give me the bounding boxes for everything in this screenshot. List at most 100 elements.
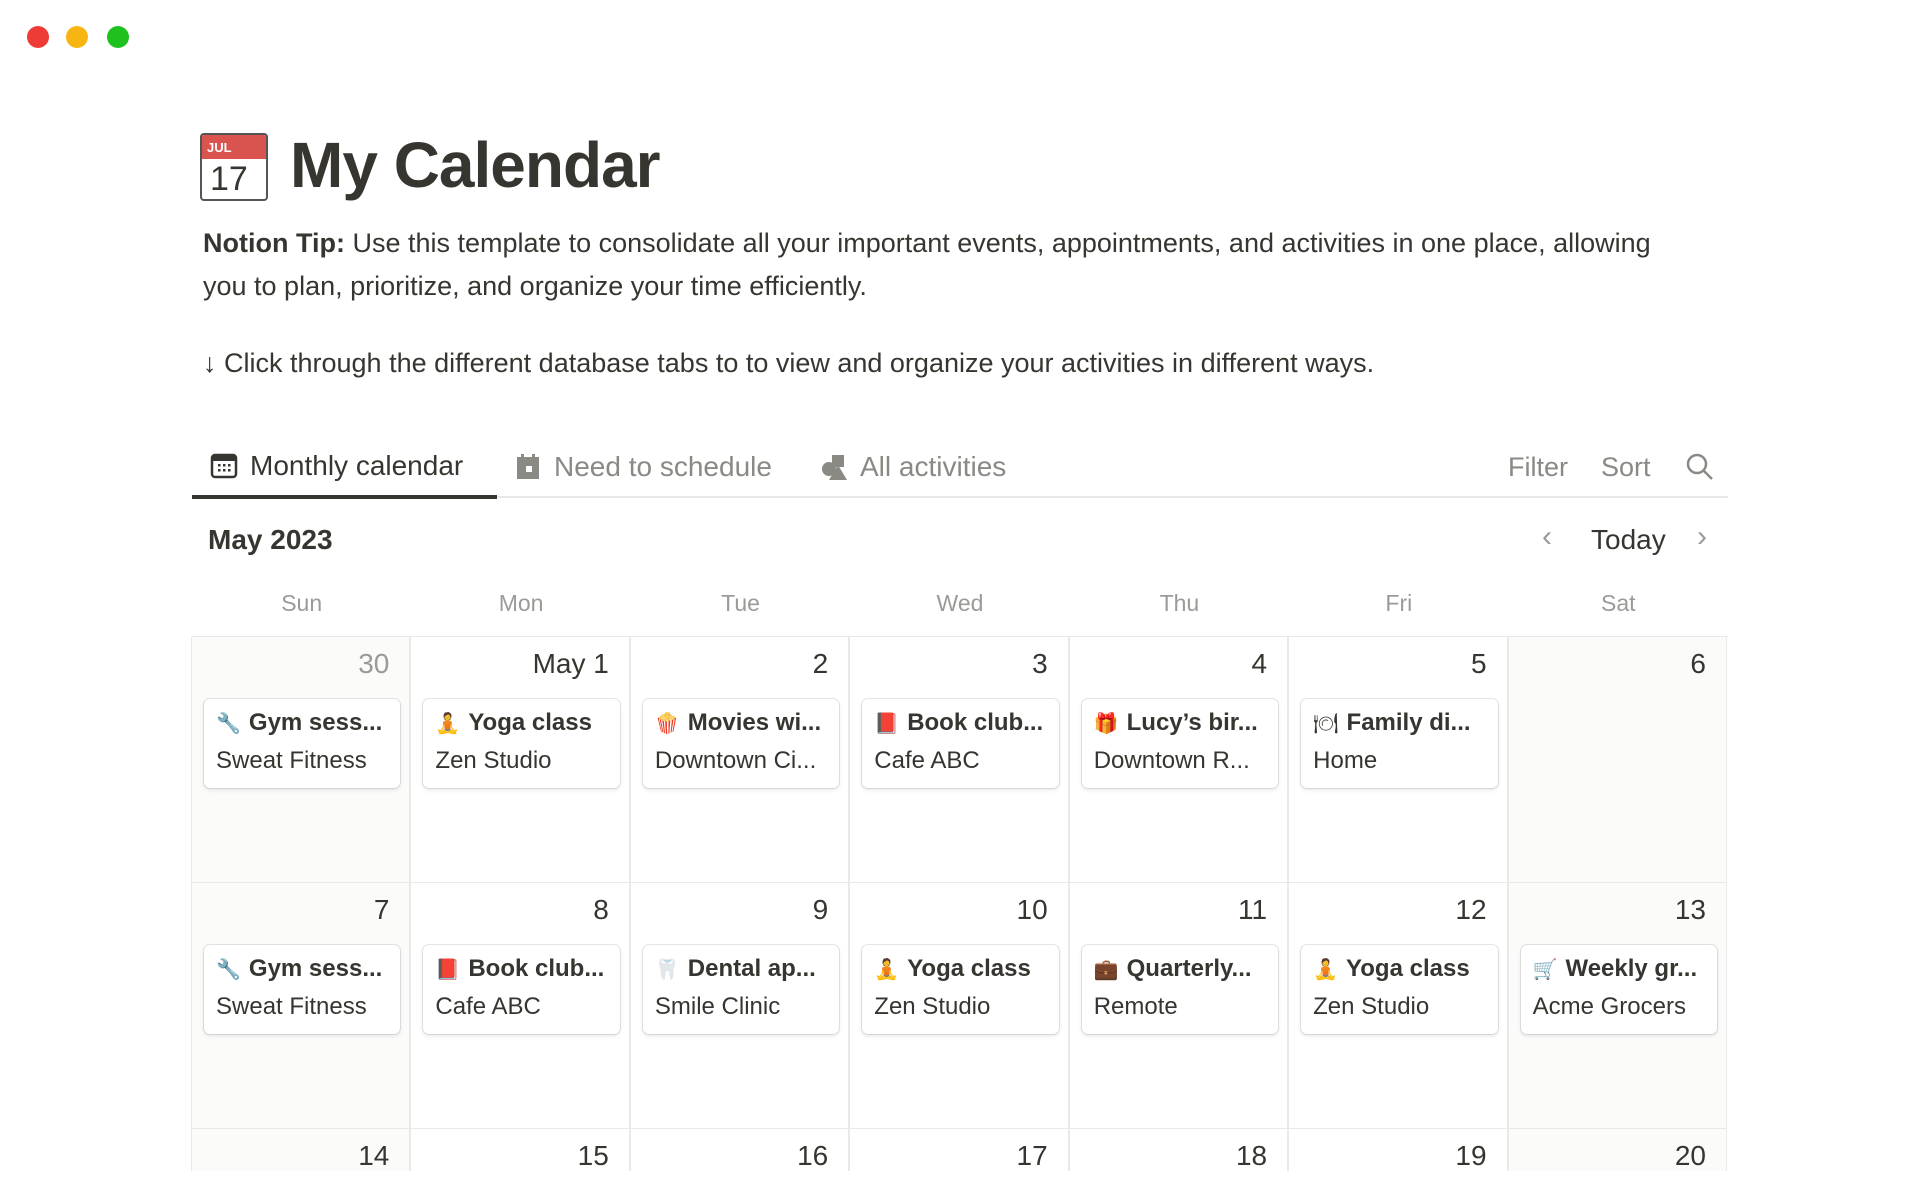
day-cell[interactable]: 30 🔧 Gym sess... Sweat Fitness [191,637,411,883]
event-card[interactable]: 🛒 Weekly gr... Acme Grocers [1520,945,1717,1034]
day-number: 10 [1016,894,1048,925]
day-number: 6 [1690,648,1706,679]
event-emoji-icon: 🍿 [654,712,680,735]
event-card[interactable]: 🧘 Yoga class Zen Studio [423,699,620,788]
calendar-page-icon [517,454,539,479]
event-card[interactable]: 🧘 Yoga class Zen Studio [1301,945,1498,1034]
tip-text: Use this template to consolidate all you… [203,228,1651,301]
icon-day: 17 [210,160,248,198]
tab-all-activities[interactable]: All activities [820,436,1006,498]
day-cell[interactable]: 7 🔧 Gym sess... Sweat Fitness [191,883,411,1129]
day-cell[interactable]: 17 [849,1129,1069,1171]
day-cell[interactable]: 18 [1068,1129,1289,1171]
event-card[interactable]: 🔧 Gym sess... Sweat Fitness [204,699,401,788]
close-window-button[interactable] [27,26,49,48]
event-card[interactable]: 📕 Book club... Cafe ABC [862,699,1059,788]
day-cell[interactable]: 11 💼 Quarterly... Remote [1068,883,1289,1129]
event-title: Weekly gr... [1565,955,1698,982]
day-cell[interactable]: May 1 🧘 Yoga class Zen Studio [410,637,630,883]
weekday-header: Wed [936,590,984,616]
event-title: Quarterly... [1126,955,1252,982]
event-location: Acme Grocers [1532,993,1686,1020]
event-location: Zen Studio [1313,993,1430,1020]
event-card[interactable]: 🎁 Lucy’s bir... Downtown R... [1081,699,1279,788]
day-cell[interactable]: 15 [410,1129,630,1171]
next-month-button[interactable]: › [1697,520,1707,554]
day-cell[interactable]: 14 [191,1129,411,1171]
event-title: Book club... [907,709,1044,736]
event-location: Cafe ABC [435,993,541,1020]
day-number: 14 [358,1140,390,1171]
event-emoji-icon: 🔧 [216,712,241,735]
day-number: 8 [593,894,609,925]
day-number: 4 [1251,648,1268,679]
event-card[interactable]: 🍿 Movies wi... Downtown Ci... [642,699,840,788]
day-cell[interactable]: 12 🧘 Yoga class Zen Studio [1288,883,1508,1129]
previous-month-button[interactable]: ‹ [1542,520,1552,554]
event-location: Home [1313,747,1378,774]
day-cell[interactable]: 5 🍽 Family di... Home [1288,637,1508,883]
day-cell[interactable]: 8 📕 Book club... Cafe ABC [410,883,630,1129]
day-cell[interactable]: 19 [1288,1129,1508,1171]
event-emoji-icon: 💼 [1093,958,1119,981]
event-emoji-icon: 🧘 [874,958,900,981]
sort-button[interactable]: Sort [1601,451,1651,482]
tip-label: Notion Tip: [203,228,345,258]
day-cell[interactable]: 2 🍿 Movies wi... Downtown Ci... [629,637,850,883]
chevron-left-icon: ‹ [1542,520,1552,553]
icon-month: JUL [202,135,266,159]
event-card[interactable]: 🔧 Gym sess... Sweat Fitness [204,945,401,1034]
day-cell[interactable]: 6 [1507,637,1727,883]
shapes-icon [822,455,847,480]
weekday-header: Sun [281,590,323,616]
day-cell[interactable]: 3 📕 Book club... Cafe ABC [849,637,1069,883]
event-title: Movies wi... [687,709,822,736]
day-number: 17 [1016,1140,1048,1171]
calendar-grid: 30 🔧 Gym sess... Sweat Fitness May 1 🧘 Yoga cl… [191,636,1728,1171]
event-emoji-icon: 📕 [874,712,900,735]
event-title: Gym sess... [248,709,383,736]
day-cell[interactable]: 13 🛒 Weekly gr... Acme Grocers [1507,883,1727,1129]
tab-need-to-schedule[interactable]: Need to schedule [514,436,772,498]
tab-label: Need to schedule [554,451,772,482]
zoom-window-button[interactable] [107,26,129,48]
weekday-header: Fri [1385,590,1413,616]
day-number: 15 [577,1140,609,1171]
event-title: Yoga class [907,955,1031,982]
day-number: 19 [1455,1140,1487,1171]
day-cell[interactable]: 9 🦷 Dental ap... Smile Clinic [629,883,850,1129]
event-location: Zen Studio [874,993,991,1020]
notion-tip: Notion Tip: Use this template to consoli… [203,222,1683,308]
day-cell[interactable]: 20 [1507,1129,1727,1171]
event-card[interactable]: 🍽 Family di... Home [1301,699,1498,788]
day-cell[interactable]: 4 🎁 Lucy’s bir... Downtown R... [1068,637,1289,883]
day-number: 16 [797,1140,829,1171]
filter-button[interactable]: Filter [1508,451,1568,482]
calendar-icon [210,453,238,478]
event-emoji-icon: 🔧 [216,958,241,981]
day-cell[interactable]: 10 🧘 Yoga class Zen Studio [849,883,1069,1129]
chevron-right-icon: › [1697,520,1707,553]
event-location: Zen Studio [435,747,552,774]
search-button[interactable] [1685,436,1715,498]
tab-label: All activities [860,451,1007,482]
weekday-header: Sat [1601,590,1636,616]
day-cell[interactable]: 16 [629,1129,850,1171]
today-button[interactable]: Today [1591,524,1666,555]
event-location: Sweat Fitness [216,747,367,774]
calendar-17-icon[interactable]: JUL 17 [200,133,268,201]
search-icon [1686,453,1713,480]
event-emoji-icon: 🧘 [1313,958,1339,981]
minimize-window-button[interactable] [66,26,88,48]
tab-monthly-calendar[interactable]: Monthly calendar [192,436,497,499]
event-card[interactable]: 🦷 Dental ap... Smile Clinic [642,945,840,1034]
event-card[interactable]: 🧘 Yoga class Zen Studio [862,945,1059,1034]
event-card[interactable]: 💼 Quarterly... Remote [1081,945,1279,1034]
day-number: 20 [1674,1140,1706,1171]
event-emoji-icon: 🧘 [435,712,461,735]
event-title: Dental ap... [687,955,816,982]
event-title: Gym sess... [248,955,383,982]
event-emoji-icon: 🎁 [1093,712,1119,735]
day-number: 12 [1455,894,1487,925]
event-card[interactable]: 📕 Book club... Cafe ABC [423,945,620,1034]
